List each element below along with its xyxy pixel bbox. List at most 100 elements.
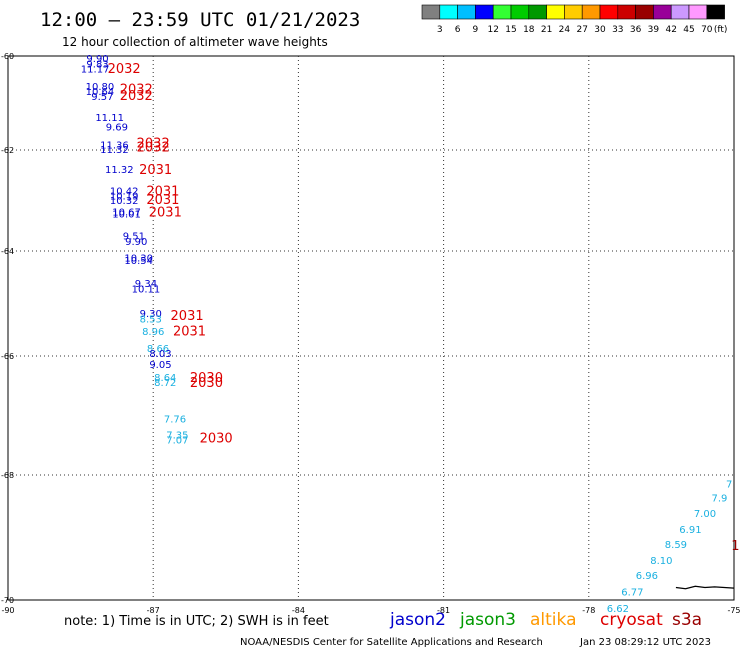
wave-height-point: 10.80 (86, 82, 115, 93)
colorbar-label: 6 (455, 25, 461, 35)
time-label: 2032 (120, 83, 153, 98)
colorbar-swatch (546, 4, 565, 20)
colorbar-swatch (492, 4, 512, 20)
wave-height-point: 10.67 (112, 208, 141, 219)
wave-height-point: 7.9 (712, 493, 728, 504)
wave-height-point: 11.32 (100, 145, 129, 156)
wave-height-point: 10.32 (110, 196, 139, 207)
plot-frame (7, 55, 735, 601)
wave-height-point: 10.42 (110, 186, 139, 197)
x-tick-label: -81 (437, 606, 450, 615)
wave-height-point: 9.30 (140, 309, 162, 320)
plot-area: -90 -87 -84 -81 -78 -75 -60 -62 -64 -66 -68 -70 9.9… (1, 52, 740, 615)
satellite-legend: jason2 jason3 altika cryosat s3a (389, 610, 702, 630)
gridlines (8, 56, 734, 600)
wave-height-point: 11.36 (100, 141, 129, 152)
footer-credit: NOAA/NESDIS Center for Satellite Applica… (240, 637, 543, 648)
colorbar-label: 33 (612, 25, 623, 35)
colorbar-label: 42 (665, 25, 676, 35)
colorbar-label: 24 (559, 25, 571, 35)
wave-height-point: 7.07 (166, 435, 188, 446)
colorbar-swatch (421, 4, 441, 20)
time-label: 2030 (200, 431, 233, 446)
time-label: 2030 (190, 376, 223, 391)
y-tick-label: -60 (1, 52, 14, 61)
y-tick-label: -62 (1, 146, 14, 155)
wave-height-point: 8.66 (147, 344, 169, 355)
colorbar-swatch (599, 4, 619, 20)
colorbar-label: 27 (576, 25, 587, 35)
colorbar-swatch (670, 4, 690, 20)
time-label: 2030 (190, 371, 223, 386)
colorbar-label: 12 (487, 25, 498, 35)
time-label: 2031 (173, 325, 206, 340)
wave-height-point: 8.72 (154, 378, 176, 389)
wave-height-point: 7.00 (694, 509, 716, 520)
colorbar-swatch (564, 4, 583, 20)
wave-height-point: 9.90 (125, 237, 147, 248)
wave-height-point: 7.35 (166, 431, 188, 442)
wave-height-point: 9.57 (91, 92, 113, 103)
colorbar-label: 70 (701, 25, 713, 35)
colorbar-label: 36 (630, 25, 642, 35)
time-label: 2032 (108, 62, 141, 77)
coastline-path (675, 585, 735, 590)
x-tick-label: -78 (582, 606, 595, 615)
y-tick-label: -70 (1, 596, 14, 605)
wave-height-point: 9.51 (123, 231, 145, 242)
x-tick-label: -84 (292, 606, 305, 615)
wave-height-colorbar: 3 6 9 12 15 18 21 24 27 30 33 36 39 42 45 70 (ft) (421, 4, 727, 35)
colorbar-swatch (457, 4, 476, 20)
x-tick-label: -90 (1, 606, 14, 615)
wave-height-point: 6.62 (607, 604, 629, 615)
time-label: 2031 (146, 193, 179, 208)
legend-entry-jason3: jason3 (459, 610, 516, 630)
wave-height-point: 10.01 (112, 210, 141, 221)
wave-height-point: 7 (726, 480, 732, 491)
wave-height-point: 8.96 (142, 327, 164, 338)
colorbar-swatch (653, 4, 672, 20)
wave-height-point: 10.11 (132, 284, 161, 295)
wave-height-point: 6.91 (679, 525, 701, 536)
wave-height-point: 11.17 (81, 64, 110, 75)
time-label: 133 (731, 539, 740, 554)
colorbar-swatch (439, 4, 458, 20)
wave-height-point: 7.76 (164, 415, 186, 426)
time-label: 2032 (137, 141, 170, 156)
note-text: note: 1) Time is in UTC; 2) SWH is in fe… (64, 614, 329, 629)
wave-height-point: 8.53 (140, 314, 162, 325)
colorbar-label: 15 (505, 25, 516, 35)
x-tick-label: -75 (727, 606, 740, 615)
wave-height-point: 9.69 (106, 122, 128, 133)
time-label: 2031 (149, 206, 182, 221)
wave-height-point: 10.30 (124, 254, 153, 265)
time-label: 2031 (171, 309, 204, 324)
page-title: 12:00 – 23:59 UTC 01/21/2023 (40, 9, 360, 31)
wave-height-point: 10.54 (124, 256, 153, 267)
wave-height-point: 8.59 (665, 540, 687, 551)
wave-height-labels: 9.909.8311.1710.8010.649.5711.119.6911.3… (81, 54, 740, 615)
colorbar-label: 18 (523, 25, 535, 35)
wave-height-point: 11.32 (105, 165, 134, 176)
tick-labels: -90 -87 -84 -81 -78 -75 -60 -62 -64 -66 -68 -70 (1, 52, 740, 615)
colorbar-label: 21 (541, 25, 552, 35)
time-label: 2032 (120, 89, 153, 104)
colorbar-swatch (581, 4, 601, 20)
colorbar-label: 39 (648, 25, 660, 35)
colorbar-label: 45 (683, 25, 694, 35)
wave-height-point: 9.05 (149, 360, 171, 371)
colorbar-label: 30 (594, 25, 606, 35)
wave-height-point: 8.03 (149, 349, 171, 360)
wave-height-point: 11.11 (95, 113, 124, 124)
colorbar-swatch (528, 4, 547, 20)
wave-height-point: 8.10 (650, 556, 672, 567)
footer-timestamp: Jan 23 08:29:12 UTC 2023 (579, 637, 711, 648)
colorbar-swatch (635, 4, 654, 20)
time-label: 2031 (139, 163, 172, 178)
colorbar-swatch (475, 4, 494, 20)
colorbar-label: 9 (473, 25, 479, 35)
colorbar-swatch (510, 4, 530, 20)
legend-entry-s3a: s3a (672, 610, 702, 630)
time-label: 2031 (146, 184, 179, 199)
